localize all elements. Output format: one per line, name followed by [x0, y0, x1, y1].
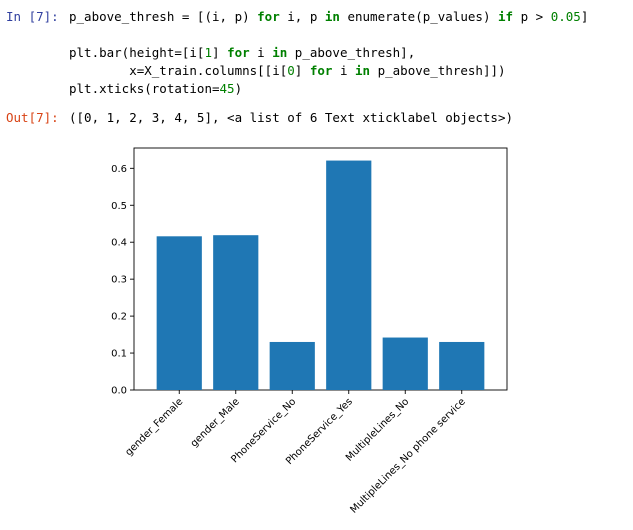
code-token: i [249, 45, 273, 60]
y-tick-label: 0.6 [111, 164, 127, 175]
code-token: x=X_train.columns[[i[ [69, 63, 288, 78]
input-prompt: In [7]: [6, 9, 59, 24]
bar [326, 160, 372, 390]
y-tick-label: 0.5 [111, 201, 127, 212]
output-text: ([0, 1, 2, 3, 4, 5], <a list of 6 Text x… [69, 110, 514, 125]
x-tick-label: MultipleLines_No phone service [348, 396, 467, 515]
code-token: 0 [287, 63, 295, 78]
x-tick-label: gender_Male [189, 396, 242, 449]
code-token: 0.05 [550, 9, 581, 24]
x-tick-label: gender_Female [123, 396, 185, 458]
bar [269, 341, 315, 390]
code-token: in [355, 63, 371, 78]
code-token: p_above_thresh], [287, 45, 416, 60]
code-token: in [324, 9, 340, 24]
code-line: plt.bar(height=[i[1] for i in p_above_th… [69, 45, 415, 60]
bar [382, 337, 428, 390]
code-line: p_above_thresh = [(i, p) for i, p in enu… [69, 9, 588, 24]
code-token: p_above_thresh]]) [370, 63, 506, 78]
code-token: ] [212, 45, 228, 60]
code-token: if [498, 9, 514, 24]
plot-frame [133, 147, 508, 391]
output-prompt: Out[7]: [6, 110, 59, 125]
code-token: i, p [279, 9, 325, 24]
code-token: enumerate(p_values) [339, 9, 498, 24]
x-tick-label: MultipleLines_No [344, 396, 411, 463]
bar [213, 235, 259, 390]
y-tick-label: 0.0 [111, 386, 127, 397]
code-token: plt.xticks(rotation= [69, 81, 220, 96]
code-token: p_above_thresh = [(i, p) [69, 9, 258, 24]
code-token: 1 [204, 45, 212, 60]
code-token: 45 [219, 81, 235, 96]
code-line: plt.xticks(rotation=45) [69, 81, 242, 96]
code-token: ] [294, 63, 310, 78]
code-token: ] [580, 9, 589, 24]
code-token: for [309, 63, 333, 78]
bar [156, 236, 202, 390]
code-token: p > [513, 9, 551, 24]
code-token: for [227, 45, 250, 60]
code-token: plt.bar(height=[i[ [69, 45, 205, 60]
code-token: for [257, 9, 280, 24]
code-token: ) [234, 81, 243, 96]
bar [439, 341, 485, 390]
y-tick-label: 0.3 [111, 275, 127, 286]
y-tick-label: 0.1 [111, 349, 127, 360]
code-token: i [332, 63, 355, 78]
y-tick-label: 0.2 [111, 312, 127, 323]
code-line: x=X_train.columns[[i[0] for i in p_above… [69, 63, 506, 78]
code-token: in [272, 45, 288, 60]
y-tick-label: 0.4 [111, 238, 127, 249]
